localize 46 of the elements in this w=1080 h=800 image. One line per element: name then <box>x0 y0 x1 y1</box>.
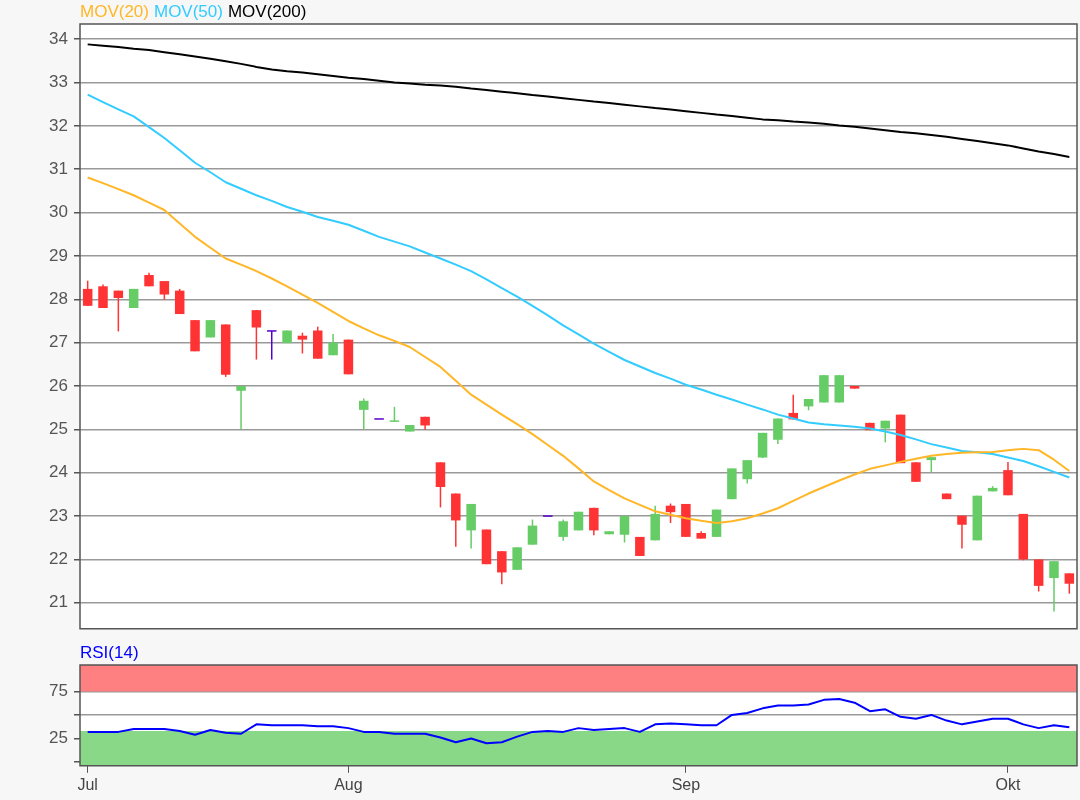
y-tick-label: 27 <box>49 332 68 352</box>
y-tick-label: 33 <box>49 72 68 92</box>
y-tick-label: 75 <box>49 681 68 701</box>
text: RSI(14) <box>80 643 139 662</box>
candlestick <box>359 397 369 431</box>
y-tick-label: 29 <box>49 245 68 265</box>
candlestick <box>82 279 93 307</box>
candlestick <box>619 515 630 544</box>
y-tick-label: 32 <box>49 115 68 135</box>
candlestick <box>589 507 599 536</box>
y-tick-label: 21 <box>49 592 68 612</box>
y-tick-label: 34 <box>49 28 68 48</box>
candlestick <box>497 550 507 585</box>
y-tick-label: 22 <box>49 549 68 569</box>
candlestick <box>512 546 522 571</box>
y-tick-label: 26 <box>49 375 68 395</box>
candlestick <box>773 417 783 445</box>
x-tick-label: Sep <box>671 775 701 793</box>
text: MOV(50) <box>153 2 223 21</box>
candlestick <box>297 331 308 355</box>
x-tick-label: Jul <box>77 775 98 793</box>
candlestick <box>1049 560 1059 613</box>
candlestick <box>159 280 170 301</box>
y-tick-label: 31 <box>49 158 68 178</box>
candlestick <box>266 330 277 361</box>
y-tick-label: 30 <box>49 202 68 222</box>
candlestick <box>113 289 124 333</box>
y-tick-label: 25 <box>49 419 68 439</box>
candlestick <box>742 459 752 485</box>
candlestick <box>236 385 246 431</box>
candlestick <box>174 288 185 315</box>
candlestick <box>558 518 568 542</box>
candlestick <box>98 283 108 309</box>
candlestick <box>1064 572 1075 595</box>
y-tick-label: 28 <box>49 288 68 308</box>
text: MOV(20) <box>80 2 149 21</box>
candlestick <box>251 309 262 361</box>
y-tick-label: 25 <box>49 728 68 748</box>
y-tick-label: 23 <box>49 505 68 525</box>
candlestick <box>527 518 538 546</box>
x-tick-label: Okt <box>995 775 1021 793</box>
y-tick-label: 24 <box>49 462 68 482</box>
text: MOV(200) <box>227 2 307 21</box>
candlestick <box>957 514 967 550</box>
x-tick-label: Aug <box>334 775 363 793</box>
candlestick <box>911 461 921 483</box>
